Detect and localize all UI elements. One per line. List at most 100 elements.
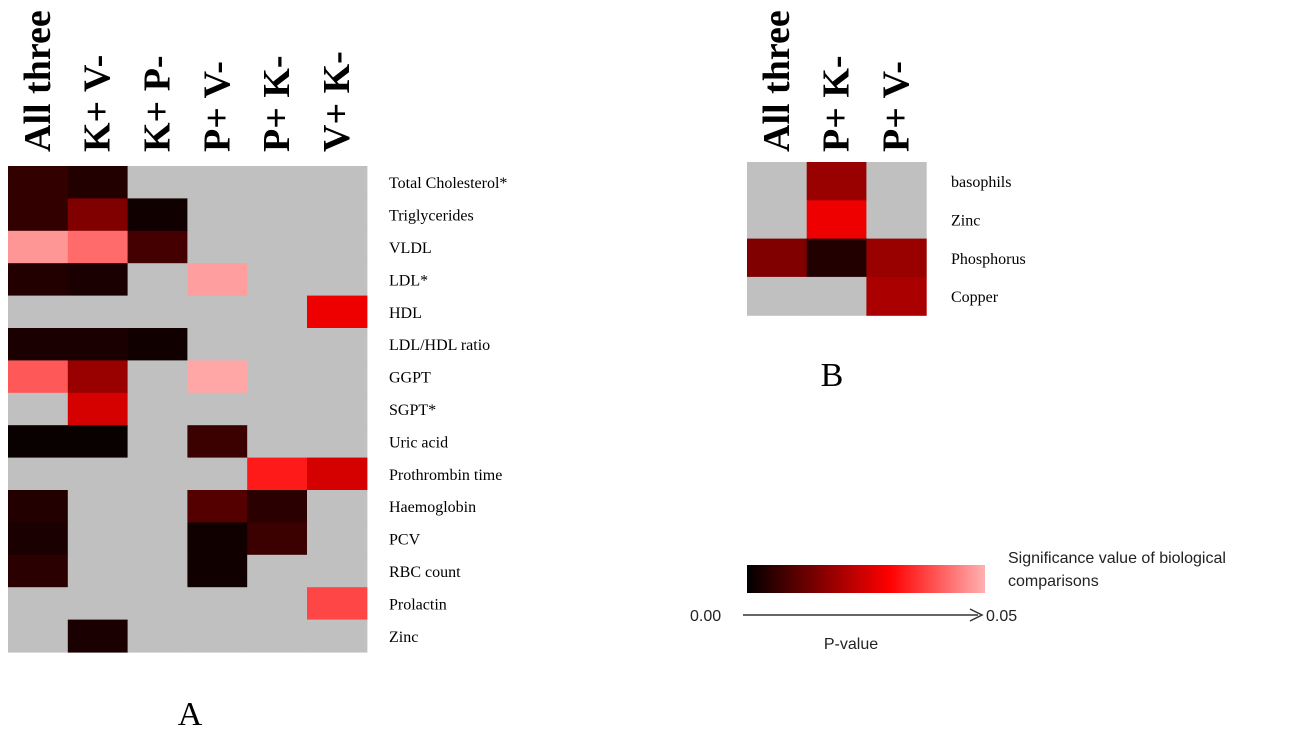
heatmap-cell [247, 166, 308, 199]
row-label: LDL/HDL ratio [389, 337, 490, 354]
heatmap-cell [307, 522, 368, 556]
column-label: All three [756, 10, 798, 152]
color-scale-bar [747, 565, 985, 593]
heatmap-cell [8, 295, 69, 329]
heatmap-cell [247, 587, 308, 621]
column-label: All three [17, 10, 59, 152]
row-label: LDL* [389, 272, 428, 289]
heatmap-cell [187, 166, 248, 199]
row-label: Haemoglobin [389, 499, 476, 516]
legend-axis-label: P-value [824, 636, 878, 653]
heatmap-cell [8, 522, 69, 556]
heatmap-cell [247, 425, 308, 459]
heatmap-cell [247, 554, 308, 588]
heatmap-cell [806, 200, 867, 240]
heatmap-cell [8, 619, 69, 653]
heatmap-cell [747, 276, 808, 316]
heatmap-cell [747, 200, 808, 240]
heatmap-cell [247, 263, 308, 297]
row-label: basophils [951, 174, 1011, 191]
heatmap-cell [247, 230, 308, 264]
heatmap-cell [8, 360, 69, 394]
heatmap-cell [187, 392, 248, 426]
heatmap-cell [127, 587, 188, 621]
heatmap-cell [67, 522, 129, 556]
column-label: K+ V- [77, 55, 119, 152]
heatmap-cell [247, 328, 308, 361]
heatmap-cell [187, 490, 248, 523]
heatmap-cell [307, 587, 368, 621]
heatmap-cell [67, 619, 129, 653]
heatmap-cell [127, 392, 188, 426]
column-label: P+ V- [875, 61, 917, 152]
heatmap-cell [127, 198, 188, 232]
heatmap-cell [307, 554, 368, 588]
panel-a-tag: A [178, 696, 203, 729]
heatmap-cell [187, 457, 248, 491]
row-label: Prothrombin time [389, 467, 502, 484]
heatmap-cell [8, 457, 69, 491]
heatmap-cell [307, 457, 368, 491]
row-label: Prolactin [389, 596, 447, 613]
pvalue-arrow-head [969, 608, 984, 622]
column-label: P+ K- [816, 55, 858, 152]
heatmap-cell [127, 425, 188, 459]
heatmap-cell [127, 360, 188, 394]
heatmap-cell [866, 162, 927, 201]
heatmap-cell [127, 328, 188, 361]
heatmap-cell [307, 425, 368, 459]
heatmap-cell [8, 328, 69, 361]
heatmap-cell [307, 490, 368, 523]
row-label: Uric acid [389, 434, 448, 451]
heatmap-cell [866, 200, 927, 240]
row-label: Triglycerides [389, 208, 474, 225]
heatmap-cell [67, 587, 129, 621]
heatmap-cell [307, 392, 368, 426]
heatmap-cell [67, 198, 129, 232]
heatmap-cell [127, 166, 188, 199]
heatmap-cell [67, 457, 129, 491]
heatmap-panel-b: All three P+ K- P+ V-basophils Zinc Phosphor… [747, 10, 1026, 316]
heatmap-cell [307, 328, 368, 361]
heatmap-cell [67, 392, 129, 426]
heatmap-cell [187, 619, 248, 653]
heatmap-cell [247, 295, 308, 329]
legend-max-label: 0.05 [986, 608, 1017, 625]
row-label: Copper [951, 289, 999, 306]
heatmap-cell [127, 490, 188, 523]
heatmap-cell [127, 230, 188, 264]
heatmap-cell [247, 392, 308, 426]
heatmap-cell [127, 619, 188, 653]
heatmap-cell [307, 360, 368, 394]
heatmap-cell [187, 360, 248, 394]
heatmap-cell [8, 263, 69, 297]
color-scale-legend: Significance value of biological compari… [690, 550, 1226, 653]
heatmap-cell [187, 328, 248, 361]
heatmap-cell [8, 166, 69, 199]
column-label: V+ K- [316, 51, 358, 152]
heatmap-cell [8, 392, 69, 426]
heatmap-cell [127, 295, 188, 329]
heatmap-cell [806, 238, 867, 278]
row-label: Zinc [389, 629, 418, 646]
heatmap-cell [67, 425, 129, 459]
heatmap-cell [187, 425, 248, 459]
row-label: SGPT* [389, 402, 436, 419]
heatmap-cell [67, 166, 129, 199]
heatmap-cell [247, 198, 308, 232]
legend-title-line1: Significance value of biological [1008, 550, 1226, 567]
heatmap-cell [127, 554, 188, 588]
legend-min-label: 0.00 [690, 608, 721, 625]
heatmap-cell [747, 238, 808, 278]
heatmap-cell [187, 587, 248, 621]
row-label: GGPT [389, 370, 431, 387]
column-label: K+ P- [137, 55, 179, 152]
legend-title-line2: comparisons [1008, 573, 1099, 590]
heatmap-cell [187, 230, 248, 264]
heatmap-cell [866, 238, 927, 278]
row-label: VLDL [389, 240, 432, 257]
heatmap-cell [127, 522, 188, 556]
heatmap-cell [247, 619, 308, 653]
heatmap-cell [67, 263, 129, 297]
